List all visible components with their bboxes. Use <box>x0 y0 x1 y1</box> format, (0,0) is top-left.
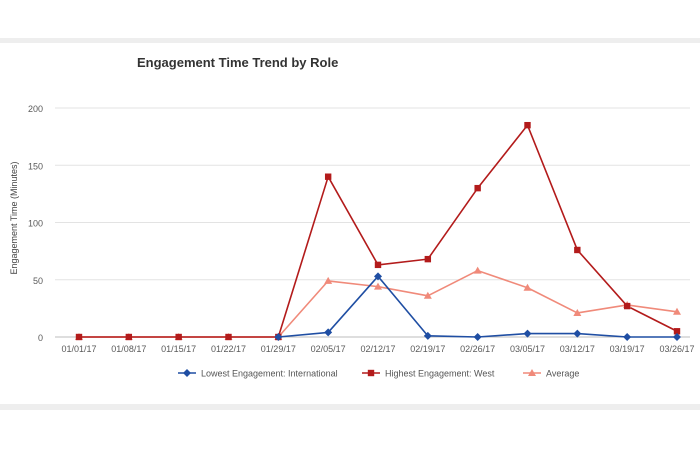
data-point <box>324 276 333 284</box>
data-point <box>573 329 582 338</box>
x-tick-label: 02/05/17 <box>311 344 346 354</box>
y-tick-label: 150 <box>28 161 43 171</box>
top-separator <box>0 38 700 43</box>
x-tick-label: 02/26/17 <box>460 344 495 354</box>
data-point <box>374 282 382 290</box>
legend-item-0[interactable]: Lowest Engagement: International <box>178 369 338 379</box>
data-point <box>324 173 332 180</box>
data-point <box>374 261 382 269</box>
x-tick-label: 03/19/17 <box>610 344 645 354</box>
legend-label: Lowest Engagement: International <box>201 369 338 379</box>
data-point <box>523 283 532 291</box>
series-line-1 <box>79 124 678 338</box>
x-tick-label: 01/01/17 <box>61 344 96 354</box>
y-tick-label: 50 <box>33 276 43 286</box>
x-tick-label: 02/12/17 <box>360 344 395 354</box>
legend-swatch-marker <box>528 369 536 376</box>
data-point <box>673 307 681 315</box>
data-point <box>423 331 432 340</box>
data-point <box>75 333 83 341</box>
data-point <box>524 121 531 129</box>
legend-label: Highest Engagement: West <box>385 369 495 379</box>
y-tick-label: 0 <box>38 333 43 343</box>
data-point <box>573 308 582 316</box>
x-tick-label: 03/05/17 <box>510 344 545 354</box>
y-axis-label: Engagement Time (Minutes) <box>9 161 19 274</box>
x-tick-label: 01/22/17 <box>211 344 246 354</box>
data-point <box>374 272 382 281</box>
data-point <box>574 246 581 254</box>
x-tick-label: 03/26/17 <box>659 344 694 354</box>
chart-title: Engagement Time Trend by Role <box>137 55 338 70</box>
data-point <box>673 333 681 341</box>
data-point <box>474 184 481 192</box>
x-tick-label: 01/15/17 <box>161 344 196 354</box>
x-tick-label: 01/29/17 <box>261 344 296 354</box>
x-tick-label: 01/08/17 <box>111 344 146 354</box>
data-point <box>623 333 632 341</box>
legend-swatch-marker <box>367 369 375 377</box>
bottom-separator <box>0 404 700 410</box>
data-point <box>324 328 333 337</box>
data-point <box>175 333 182 341</box>
data-point <box>274 333 283 341</box>
series-line-2 <box>79 269 678 338</box>
x-tick-label: 03/12/17 <box>560 344 595 354</box>
legend-label: Average <box>546 369 579 379</box>
data-point <box>125 333 133 341</box>
legend-swatch-marker <box>183 369 191 377</box>
data-point <box>423 291 432 299</box>
data-point <box>424 255 432 263</box>
y-tick-label: 100 <box>28 219 43 229</box>
chart-card <box>0 43 700 404</box>
y-tick-label: 200 <box>28 104 43 114</box>
x-tick-label: 02/19/17 <box>410 344 445 354</box>
data-point <box>473 266 482 274</box>
data-point <box>473 333 482 341</box>
data-point <box>623 302 631 310</box>
legend-item-1[interactable]: Highest Engagement: West <box>362 369 495 379</box>
data-point <box>225 333 232 341</box>
data-point <box>673 328 681 335</box>
legend-item-2[interactable]: Average <box>523 369 579 379</box>
data-point <box>523 329 532 338</box>
